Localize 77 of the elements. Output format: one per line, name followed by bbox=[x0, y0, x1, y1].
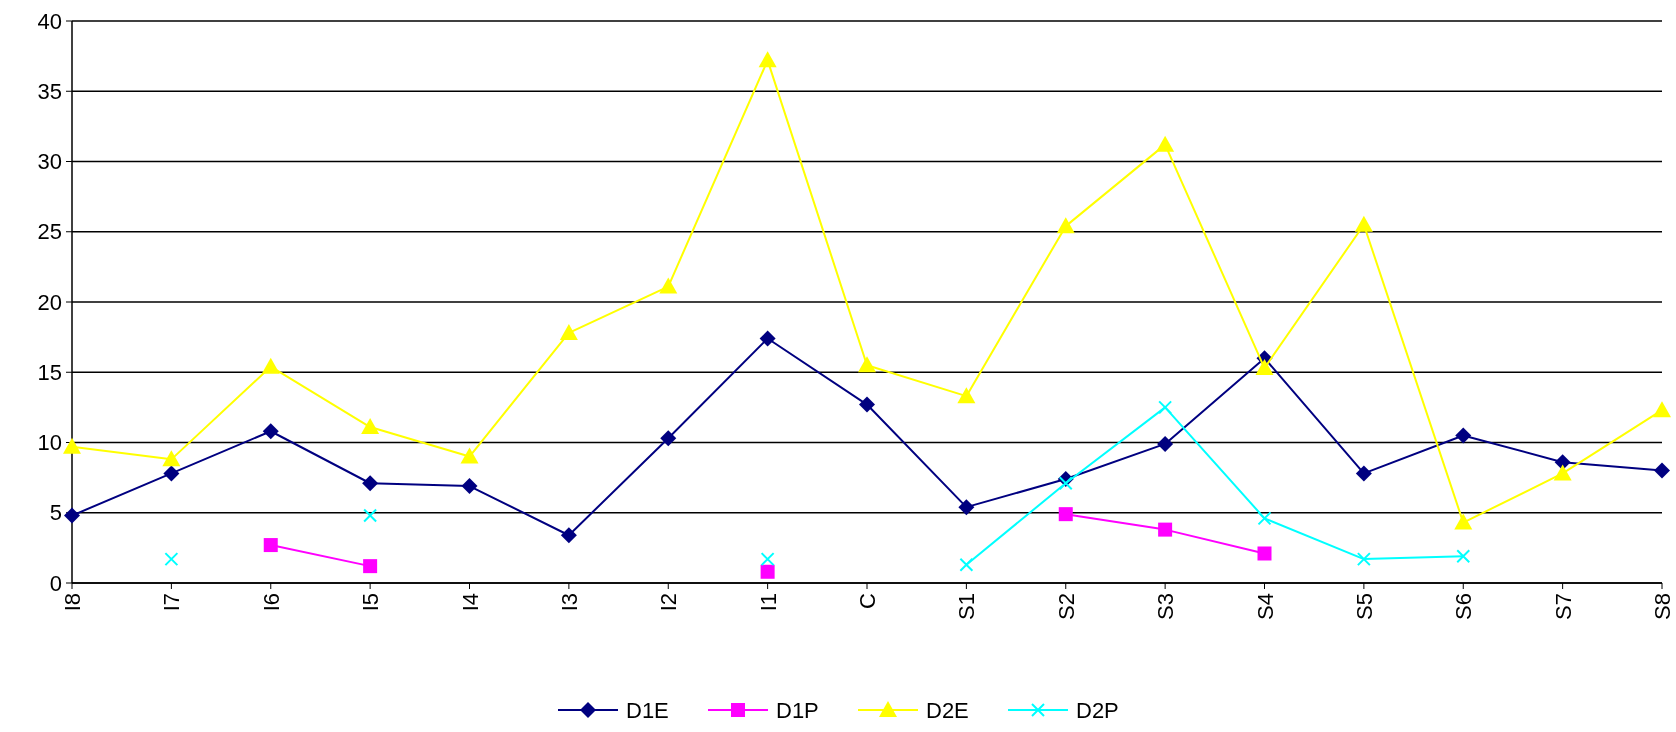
legend-label: D1P bbox=[776, 697, 819, 723]
x-tick-label: S5 bbox=[1351, 593, 1377, 620]
point bbox=[1454, 513, 1473, 530]
x-tick-label: C bbox=[855, 592, 880, 609]
point bbox=[263, 538, 278, 553]
point bbox=[1157, 435, 1174, 452]
point bbox=[63, 437, 81, 454]
point bbox=[1058, 507, 1073, 522]
x-tick-label: S3 bbox=[1153, 593, 1179, 620]
x-tick-label: I7 bbox=[159, 593, 185, 612]
x-tick-label: S8 bbox=[1650, 593, 1675, 620]
point bbox=[461, 478, 478, 495]
point bbox=[859, 396, 875, 413]
point bbox=[957, 387, 976, 404]
point bbox=[1257, 546, 1272, 561]
point bbox=[1355, 465, 1372, 482]
point bbox=[1553, 464, 1572, 481]
point bbox=[162, 450, 181, 467]
point bbox=[659, 277, 678, 294]
y-tick-label: 10 bbox=[37, 430, 62, 456]
x-tick-label: S6 bbox=[1451, 593, 1477, 620]
legend-label: D2E bbox=[926, 697, 969, 723]
point bbox=[361, 418, 380, 435]
x-tick-label: S7 bbox=[1550, 593, 1576, 620]
y-tick-label: 0 bbox=[49, 570, 62, 596]
point bbox=[363, 559, 378, 574]
point bbox=[163, 465, 180, 482]
point bbox=[1653, 401, 1671, 418]
point bbox=[1255, 359, 1274, 376]
x-tick-label: I4 bbox=[457, 593, 483, 612]
y-tick-label: 25 bbox=[37, 219, 62, 245]
point bbox=[1158, 522, 1173, 537]
point bbox=[1056, 217, 1075, 234]
y-tick-label: 5 bbox=[49, 500, 62, 526]
point bbox=[958, 499, 975, 516]
point bbox=[1356, 552, 1371, 567]
point bbox=[1158, 400, 1173, 415]
point bbox=[560, 527, 577, 544]
y-tick-label: 15 bbox=[37, 359, 62, 385]
y-tick-label: 35 bbox=[37, 78, 62, 104]
point bbox=[1058, 476, 1073, 491]
point bbox=[1654, 462, 1670, 479]
x-tick-label: I5 bbox=[358, 593, 384, 612]
point bbox=[261, 357, 280, 374]
x-tick-label: I8 bbox=[60, 593, 85, 612]
point bbox=[164, 552, 179, 567]
y-tick-label: 20 bbox=[37, 289, 62, 315]
x-tick-label: S1 bbox=[954, 593, 980, 620]
point bbox=[1554, 454, 1571, 471]
point bbox=[959, 557, 974, 572]
x-tick-label: I6 bbox=[258, 593, 284, 612]
x-tick-label: I2 bbox=[656, 593, 682, 612]
legend-label: D2P bbox=[1076, 697, 1119, 723]
point bbox=[759, 330, 776, 347]
point bbox=[1354, 215, 1373, 232]
point bbox=[758, 51, 777, 68]
x-tick-label: I3 bbox=[556, 593, 582, 612]
point bbox=[363, 508, 378, 523]
y-tick-label: 30 bbox=[37, 149, 62, 175]
legend-label: D1E bbox=[626, 697, 669, 723]
x-tick-label: S4 bbox=[1252, 593, 1278, 620]
point bbox=[760, 564, 775, 579]
x-tick-label: I1 bbox=[755, 593, 781, 612]
y-tick-label: 40 bbox=[37, 8, 62, 34]
point bbox=[64, 507, 80, 524]
x-tick-label: S2 bbox=[1053, 593, 1079, 620]
point bbox=[460, 447, 479, 464]
point bbox=[262, 423, 279, 440]
point bbox=[858, 356, 876, 373]
point bbox=[1257, 511, 1272, 526]
point bbox=[1455, 427, 1472, 444]
point bbox=[559, 323, 578, 340]
point bbox=[760, 552, 775, 567]
point bbox=[362, 475, 379, 492]
point bbox=[1456, 549, 1471, 564]
point bbox=[1156, 135, 1175, 152]
point bbox=[660, 430, 677, 447]
